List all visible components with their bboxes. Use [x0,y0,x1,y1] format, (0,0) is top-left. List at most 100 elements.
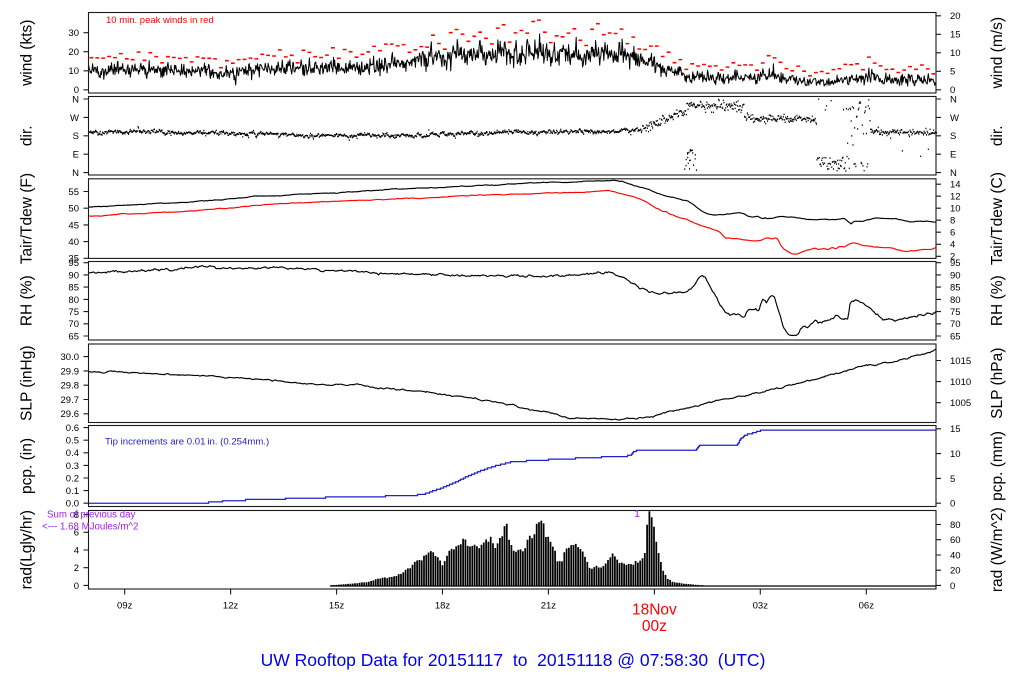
svg-text:UW Rooftop Data for 20151117: UW Rooftop Data for 20151117 to 20151118… [261,650,766,670]
svg-text:E: E [73,150,79,161]
svg-text:0.2: 0.2 [66,473,79,484]
svg-text:Sum of previous day: Sum of previous day [47,510,135,521]
svg-text:90: 90 [950,270,961,281]
svg-text:1010: 1010 [950,377,971,388]
svg-text:1005: 1005 [950,398,971,409]
svg-text:40: 40 [68,237,79,248]
svg-text:50: 50 [68,204,79,215]
svg-text:6: 6 [950,228,955,239]
svg-text:wind (kts): wind (kts) [19,20,36,87]
svg-text:RH (%): RH (%) [19,275,36,326]
svg-text:95: 95 [950,258,961,269]
svg-text:Tair/Tdew (C): Tair/Tdew (C) [989,172,1006,265]
svg-text:75: 75 [68,307,79,318]
svg-text:4: 4 [74,545,79,556]
svg-text:20: 20 [950,566,961,577]
svg-text:SLP (hPa): SLP (hPa) [989,348,1006,419]
svg-text:0.3: 0.3 [66,461,79,472]
svg-text:14: 14 [950,180,961,191]
svg-text:12z: 12z [223,601,239,612]
svg-text:Tip increments are 0.01 in. (0: Tip increments are 0.01 in. (0.254mm.) [105,437,269,448]
svg-text:1: 1 [634,508,640,520]
svg-text:0: 0 [950,85,955,96]
svg-text:00z: 00z [642,618,667,635]
svg-text:85: 85 [950,283,961,294]
svg-text:N: N [950,168,957,179]
svg-text:30.0: 30.0 [61,352,80,363]
svg-text:10: 10 [950,48,961,59]
svg-text:65: 65 [68,331,79,342]
svg-text:N: N [72,94,79,105]
svg-text:6: 6 [74,528,79,539]
svg-text:0: 0 [74,85,79,96]
svg-text:75: 75 [950,307,961,318]
svg-text:S: S [950,131,956,142]
svg-text:N: N [950,94,957,105]
svg-text:dir.: dir. [989,125,1006,146]
svg-text:29.6: 29.6 [61,409,80,420]
svg-text:03z: 03z [753,601,769,612]
svg-text:2: 2 [74,563,79,574]
svg-text:SLP (inHg): SLP (inHg) [19,345,36,421]
svg-text:rad (W/m^2): rad (W/m^2) [989,507,1006,592]
svg-text:40: 40 [950,550,961,561]
svg-text:15: 15 [950,424,961,435]
svg-text:70: 70 [950,319,961,330]
svg-text:0.0: 0.0 [66,499,79,510]
svg-text:RH (%): RH (%) [989,275,1006,326]
svg-text:45: 45 [68,220,79,231]
svg-text:W: W [950,113,959,124]
svg-text:55: 55 [68,187,79,198]
svg-text:18z: 18z [435,601,451,612]
svg-text:S: S [73,131,79,142]
svg-text:8: 8 [950,216,955,227]
svg-text:1015: 1015 [950,356,971,367]
svg-text:rad(Lgly/hr): rad(Lgly/hr) [19,510,36,589]
svg-text:10 min. peak winds in red: 10 min. peak winds in red [106,15,214,26]
svg-text:0.1: 0.1 [66,486,79,497]
svg-text:<--- 1.68 MJoules/m^2: <--- 1.68 MJoules/m^2 [42,521,138,532]
svg-text:0.4: 0.4 [66,448,79,459]
svg-text:21z: 21z [541,601,557,612]
svg-text:29.7: 29.7 [61,395,80,406]
svg-text:65: 65 [950,331,961,342]
svg-text:80: 80 [950,520,961,531]
svg-text:85: 85 [68,283,79,294]
svg-text:15: 15 [950,30,961,41]
svg-text:5: 5 [950,474,955,485]
svg-text:95: 95 [68,258,79,269]
svg-text:30: 30 [68,28,79,39]
svg-text:0.6: 0.6 [66,423,79,434]
svg-text:29.8: 29.8 [61,381,80,392]
svg-text:5: 5 [950,67,955,78]
svg-text:0: 0 [74,581,79,592]
svg-text:29.9: 29.9 [61,366,80,377]
svg-text:Tair/Tdew (F): Tair/Tdew (F) [19,173,36,264]
svg-text:dir.: dir. [19,125,36,146]
svg-text:4: 4 [950,240,955,251]
svg-text:0: 0 [950,499,955,510]
svg-text:90: 90 [68,270,79,281]
svg-text:18Nov: 18Nov [632,602,677,619]
svg-text:0.5: 0.5 [66,436,79,447]
svg-text:35: 35 [68,254,79,265]
svg-text:10: 10 [68,66,79,77]
svg-text:W: W [70,113,79,124]
svg-text:E: E [950,150,956,161]
svg-text:70: 70 [68,319,79,330]
svg-text:06z: 06z [859,601,875,612]
svg-text:pcp. (in): pcp. (in) [19,438,36,494]
svg-text:60: 60 [950,535,961,546]
svg-text:0: 0 [950,581,955,592]
svg-text:20: 20 [950,11,961,22]
svg-text:pcp. (mm): pcp. (mm) [989,431,1006,501]
svg-text:80: 80 [68,295,79,306]
svg-text:2: 2 [950,252,955,263]
svg-text:10: 10 [950,204,961,215]
svg-text:wind (m/s): wind (m/s) [989,17,1006,89]
svg-text:12: 12 [950,192,961,203]
svg-text:8: 8 [74,510,79,521]
svg-text:N: N [72,168,79,179]
svg-text:80: 80 [950,295,961,306]
svg-text:09z: 09z [117,601,133,612]
